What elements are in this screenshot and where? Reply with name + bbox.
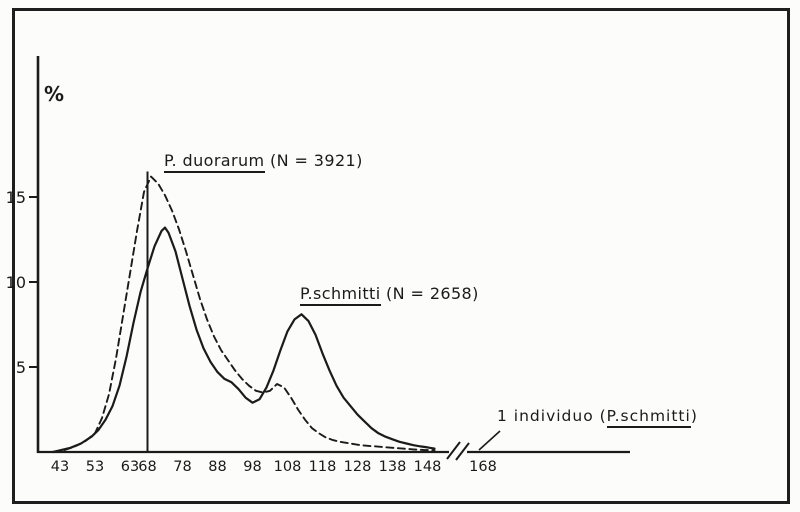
- y-tick-label: 15: [6, 188, 26, 207]
- y-tick-label: 5: [16, 358, 26, 377]
- series-curve-dashed: [52, 175, 436, 453]
- individuo-prefix: 1 individuo (: [497, 407, 607, 425]
- x-tick-label: 78: [173, 459, 191, 475]
- annotation-schmitti: P.schmitti (N = 2658): [300, 284, 479, 306]
- figure-border-frame: [12, 8, 790, 504]
- x-tick-label: 118: [309, 459, 337, 475]
- x-tick-label: 148: [414, 459, 442, 475]
- annotation-pointer-line: [478, 430, 501, 451]
- x-tick-label: 128: [344, 459, 372, 475]
- x-tick-label: 53: [86, 459, 104, 475]
- annotation-single-individual: 1 individuo (P.schmitti): [497, 407, 698, 428]
- duorarum-sample-size: (N = 3921): [264, 151, 363, 170]
- series-curve-solid: [51, 226, 436, 454]
- x-tick-label: 138: [379, 459, 407, 475]
- y-axis-label: %: [44, 82, 65, 106]
- x-tick-label: 88: [208, 459, 226, 475]
- individuo-species-name: P.schmitti: [606, 407, 691, 428]
- x-tick-label: 63: [121, 459, 139, 475]
- axis-break-icon: [455, 442, 470, 461]
- schmitti-species-name: P.schmitti: [300, 284, 381, 306]
- x-tick-label: 108: [274, 459, 302, 475]
- x-tick-label: 68: [138, 459, 156, 475]
- y-tick-label: 10: [6, 273, 26, 292]
- individuo-suffix: ): [690, 407, 698, 425]
- schmitti-sample-size: (N = 2658): [380, 284, 479, 303]
- axis-break-icon: [446, 441, 461, 460]
- annotation-duorarum: P. duorarum (N = 3921): [164, 151, 363, 173]
- x-tick-label: 98: [243, 459, 261, 475]
- x-tick-label: 43: [51, 459, 69, 475]
- duorarum-species-name: P. duorarum: [164, 151, 265, 173]
- x-tick-label-after-break: 168: [469, 459, 497, 475]
